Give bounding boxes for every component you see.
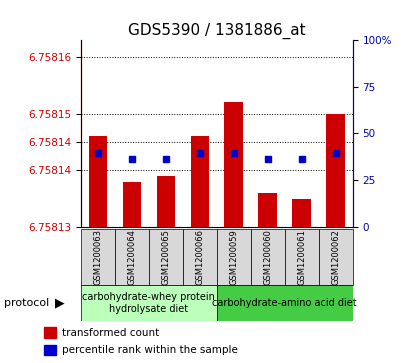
Bar	[285, 229, 319, 285]
Bar	[225, 102, 243, 227]
Text: percentile rank within the sample: percentile rank within the sample	[62, 345, 238, 355]
Bar	[88, 136, 107, 227]
Bar	[259, 193, 277, 227]
Text: GSM1200059: GSM1200059	[229, 229, 238, 285]
Bar	[217, 229, 251, 285]
Bar	[44, 327, 56, 338]
Text: GSM1200060: GSM1200060	[263, 229, 272, 285]
Bar	[156, 176, 175, 227]
Text: carbohydrate-amino acid diet: carbohydrate-amino acid diet	[212, 298, 357, 308]
Bar	[251, 229, 285, 285]
Bar	[217, 285, 353, 321]
Text: GSM1200063: GSM1200063	[93, 229, 103, 285]
Bar	[319, 229, 353, 285]
Text: GSM1200065: GSM1200065	[161, 229, 171, 285]
Text: protocol: protocol	[4, 298, 49, 308]
Text: GSM1200066: GSM1200066	[195, 229, 204, 285]
Bar	[183, 229, 217, 285]
Bar	[81, 229, 115, 285]
Bar	[44, 345, 56, 355]
Text: GSM1200062: GSM1200062	[331, 229, 340, 285]
Bar	[190, 136, 209, 227]
Bar	[115, 229, 149, 285]
Text: GSM1200064: GSM1200064	[127, 229, 137, 285]
Title: GDS5390 / 1381886_at: GDS5390 / 1381886_at	[128, 23, 306, 38]
Text: ▶: ▶	[55, 297, 65, 310]
Bar	[149, 229, 183, 285]
Bar	[122, 182, 141, 227]
Bar	[327, 114, 345, 227]
Bar	[293, 199, 311, 227]
Text: GSM1200061: GSM1200061	[297, 229, 306, 285]
Text: carbohydrate-whey protein
hydrolysate diet: carbohydrate-whey protein hydrolysate di…	[83, 292, 215, 314]
Bar	[81, 285, 217, 321]
Text: transformed count: transformed count	[62, 327, 159, 338]
